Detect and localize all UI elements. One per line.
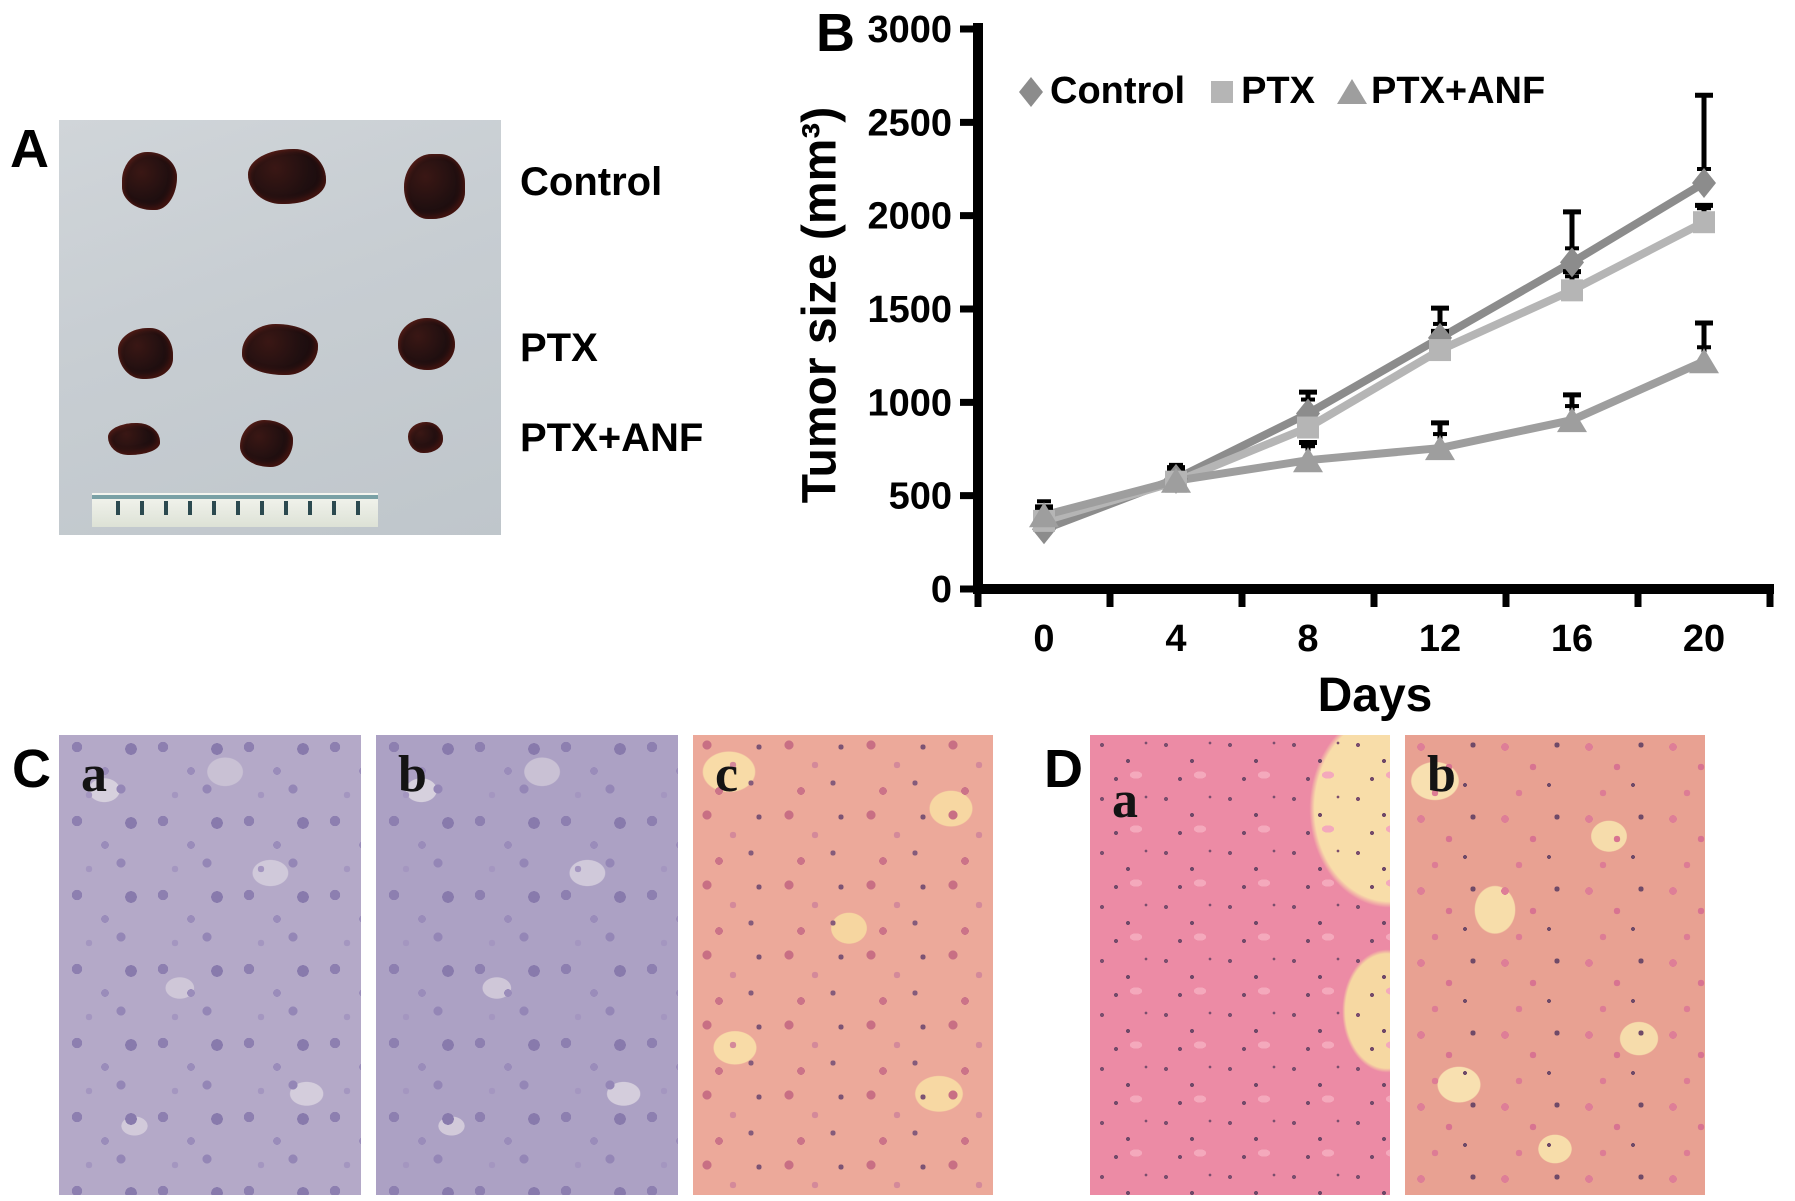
panel-a-label: A (10, 119, 49, 179)
svg-text:500: 500 (889, 476, 952, 518)
tumor-specimen (118, 328, 173, 379)
panel-c-label: C (12, 739, 51, 799)
legend-label: PTX (1241, 70, 1315, 112)
y-axis-title: Tumor size (mm³) (793, 106, 847, 504)
histology-image-d-b: b (1405, 735, 1705, 1195)
group-label-control: Control (520, 160, 663, 204)
histology-image-c-b: b (376, 735, 678, 1195)
tumor-specimen (248, 149, 326, 204)
legend-triangle-icon (1336, 78, 1367, 104)
tumor-specimen (240, 420, 293, 467)
tumor-specimen (242, 324, 318, 375)
tumor-growth-chart: 0 500 1000 1500 2000 2500 3000 0 4 8 12 16 20 (867, 9, 1774, 660)
svg-text:1000: 1000 (867, 382, 952, 424)
tumor-specimen-photo (59, 120, 501, 535)
sub-label-c-c: c (715, 746, 739, 803)
legend-square-icon (1211, 80, 1234, 103)
legend-item: Control (1016, 70, 1185, 113)
svg-text:2000: 2000 (867, 196, 952, 238)
x-axis-title: Days (1317, 669, 1433, 722)
legend-label: PTX+ANF (1370, 70, 1546, 112)
scale-ruler (92, 493, 378, 527)
histology-image-c-a: a (59, 735, 361, 1195)
group-label-ptx-anf: PTX+ANF (520, 416, 704, 460)
chart-legend: Control PTX PTX+ANF (1016, 70, 1545, 113)
legend-item: PTX+ANF (1336, 70, 1546, 113)
svg-text:3000: 3000 (867, 9, 952, 51)
svg-text:16: 16 (1551, 618, 1593, 660)
svg-text:12: 12 (1419, 618, 1461, 660)
tumor-specimen (122, 152, 177, 210)
sub-label-c-b: b (398, 746, 427, 803)
legend-label: Control (1050, 70, 1186, 112)
sub-label-d-a: a (1112, 772, 1138, 829)
svg-text:8: 8 (1297, 618, 1318, 660)
svg-text:20: 20 (1683, 618, 1725, 660)
legend-diamond-icon (1019, 76, 1043, 107)
legend-item: PTX (1207, 70, 1315, 113)
svg-text:4: 4 (1165, 618, 1186, 660)
svg-text:0: 0 (931, 569, 952, 611)
group-label-ptx: PTX (520, 326, 598, 370)
histology-image-d-a: a (1090, 735, 1390, 1195)
sub-label-c-a: a (81, 746, 107, 803)
tumor-specimen (408, 422, 443, 453)
panel-d-label: D (1044, 739, 1083, 799)
sub-label-d-b: b (1427, 746, 1456, 803)
histology-image-c-c: c (693, 735, 993, 1195)
svg-text:2500: 2500 (867, 102, 952, 144)
tumor-specimen (398, 318, 455, 370)
panel-b-label: B (816, 3, 855, 63)
tumor-specimen (108, 423, 160, 455)
tumor-specimen (404, 154, 465, 219)
svg-text:1500: 1500 (867, 289, 952, 331)
svg-text:0: 0 (1033, 618, 1054, 660)
